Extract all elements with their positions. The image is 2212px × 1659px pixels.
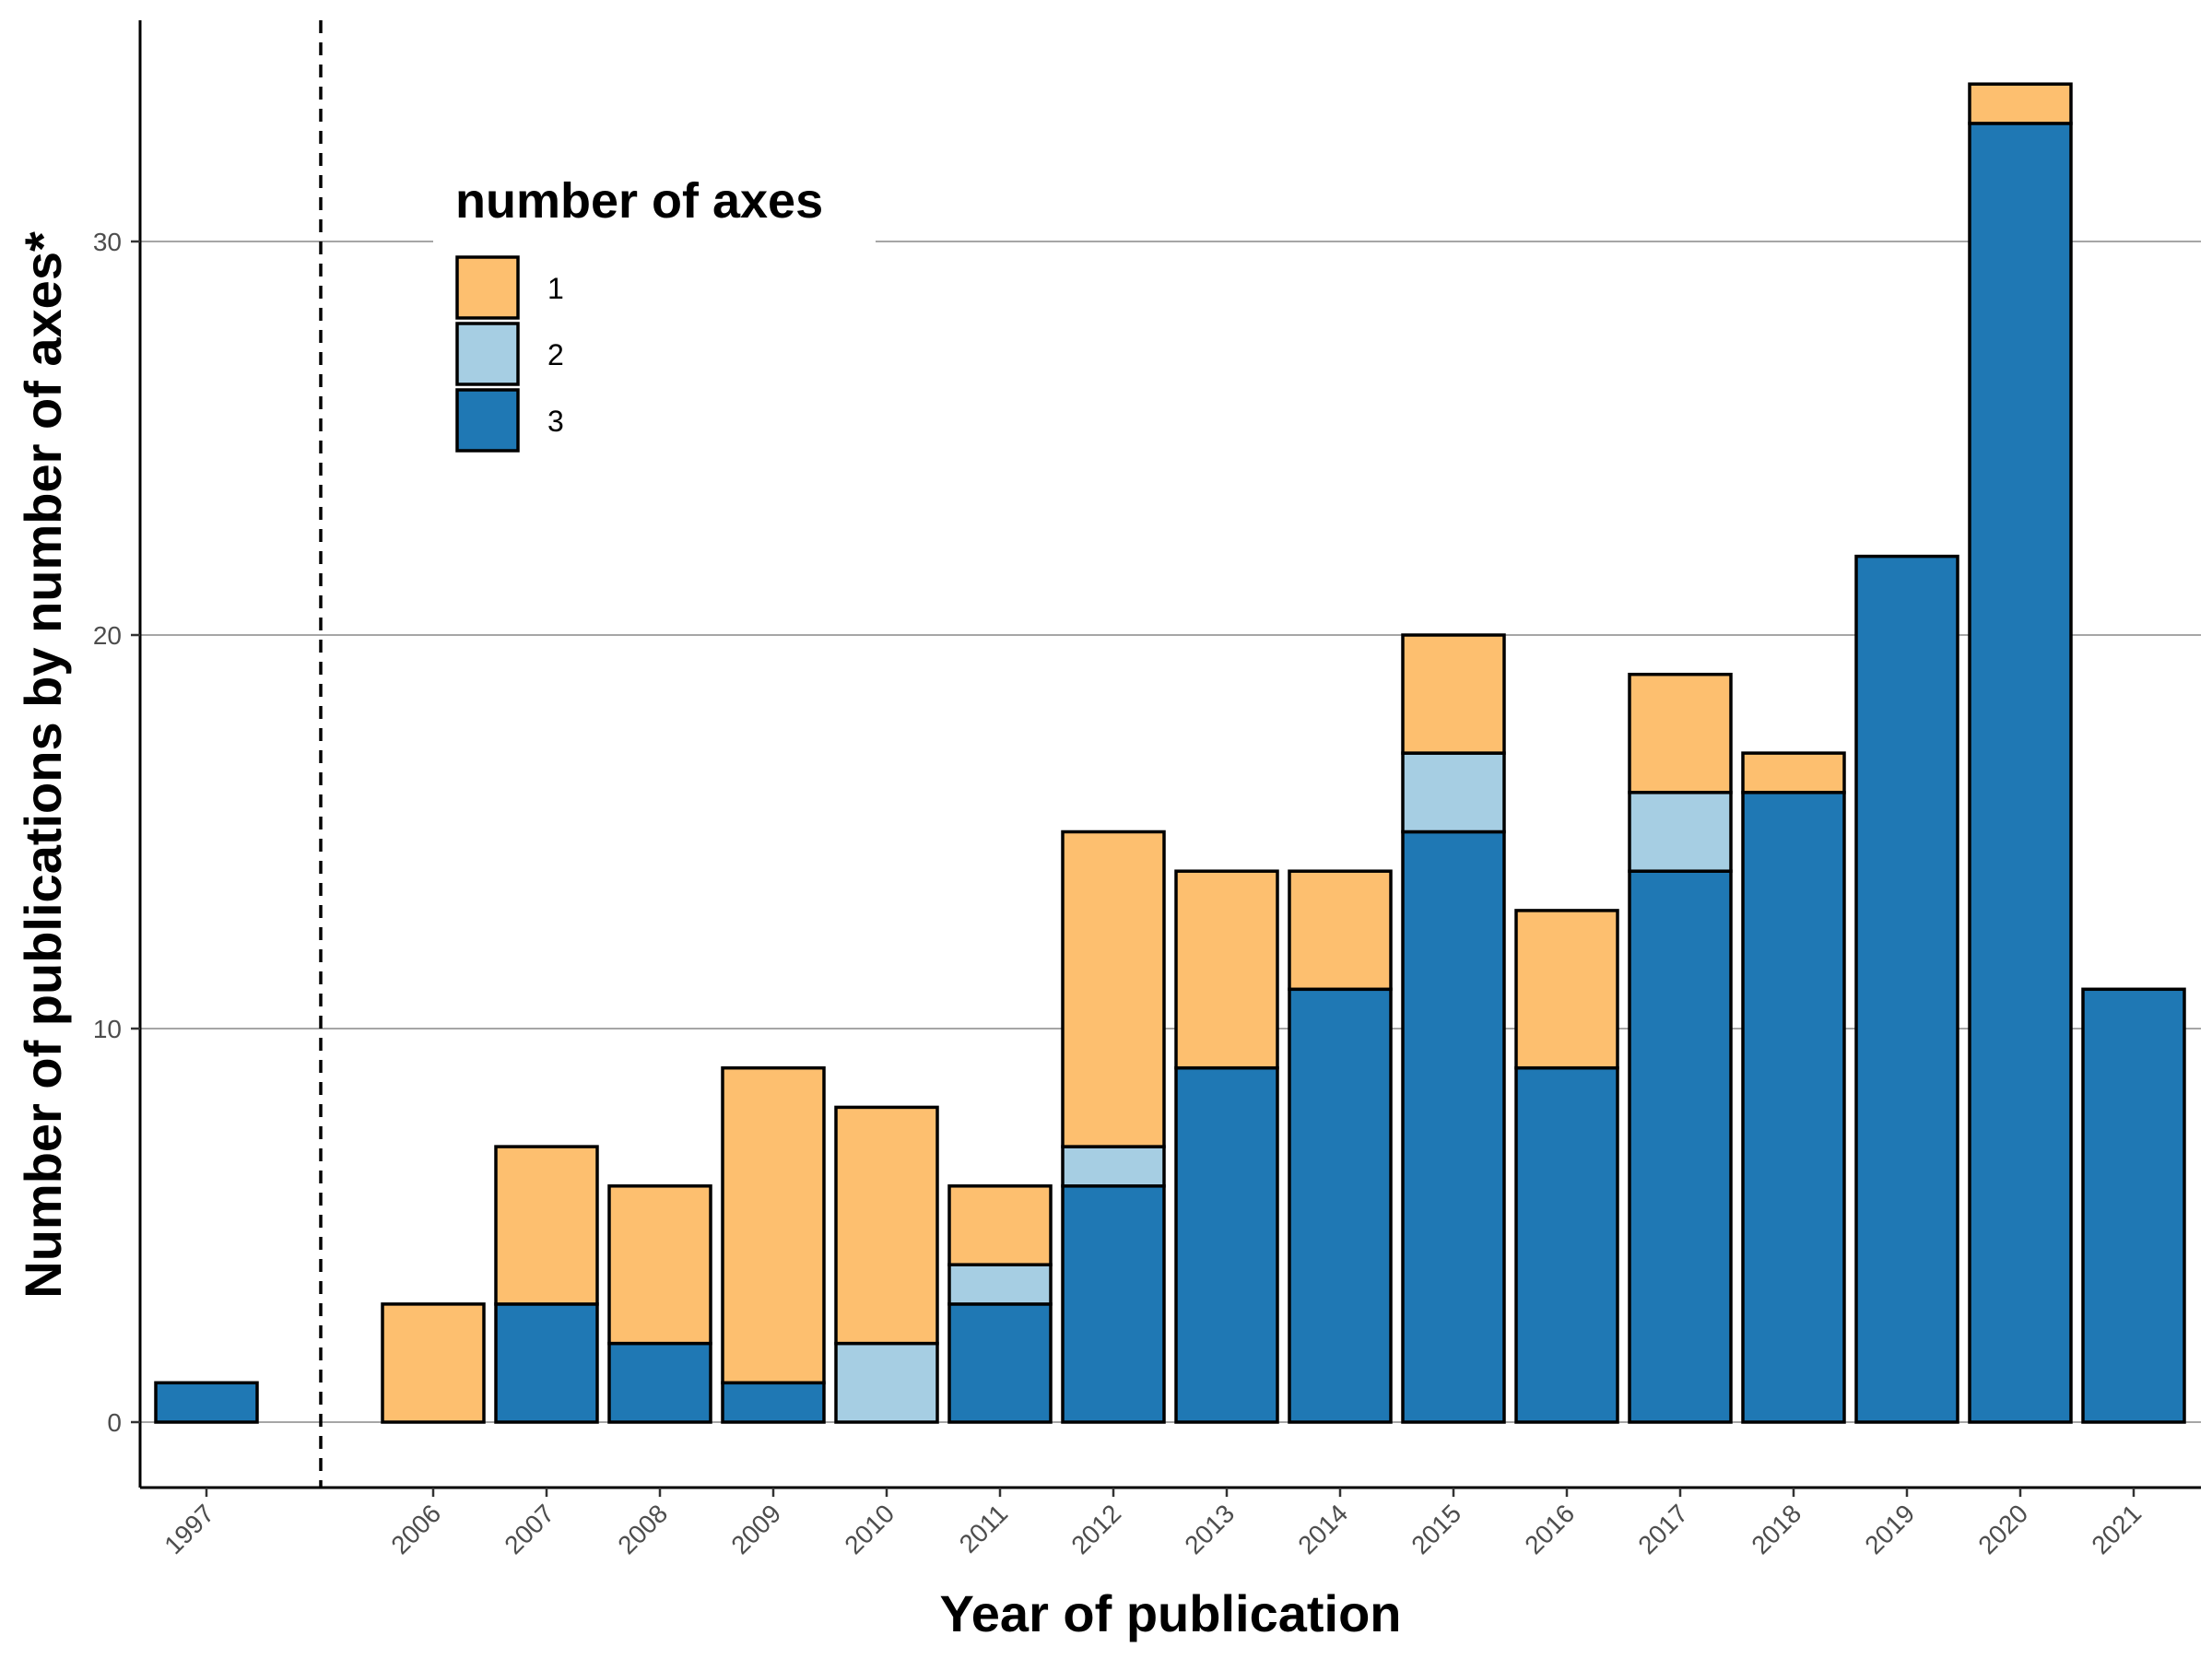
bar-2016-axes-1 [1514,909,1619,1070]
bar-2012-axes-1 [1061,830,1166,1148]
bar-2013-axes-1 [1174,869,1279,1070]
y-axis-title: Number of publications by number of axes… [14,231,72,1299]
bar-2017-axes-2 [1628,791,1733,873]
bar-2007-axes-3 [494,1302,599,1424]
bar-2009-axes-3 [721,1381,826,1424]
bar-2006-axes-1 [381,1302,486,1424]
x-tick-label-2019: 2019 [1859,1499,1920,1559]
bar-2019-axes-3 [1854,554,1959,1424]
x-tick-label-2008: 2008 [612,1499,673,1559]
bar-2015-axes-2 [1401,751,1506,834]
bar-2015-axes-1 [1401,633,1506,755]
legend-label-2: 2 [547,338,564,371]
x-tick-label-2007: 2007 [499,1499,559,1559]
y-tick-label-10: 10 [93,1015,122,1043]
legend-swatch-1 [455,255,520,320]
legend-label-1: 1 [547,272,564,305]
bar-2011-axes-2 [947,1263,1053,1306]
x-axis-title: Year of publication [940,1584,1402,1642]
bar-2017-axes-3 [1628,869,1733,1424]
x-tick-label-2018: 2018 [1746,1499,1806,1559]
legend-title: number of axes [455,173,823,229]
x-tick-label-2012: 2012 [1065,1499,1126,1559]
bar-2015-axes-3 [1401,830,1506,1424]
bar-2021-axes-3 [2081,987,2186,1424]
bar-2010-axes-2 [834,1341,939,1424]
bar-2010-axes-1 [834,1105,939,1346]
bar-2012-axes-2 [1061,1145,1166,1188]
x-tick-label-2006: 2006 [385,1499,446,1559]
x-tick-label-1997: 1997 [159,1499,219,1559]
x-tick-label-2016: 2016 [1519,1499,1580,1559]
y-axis-ticks: 0 10 20 30 [93,228,140,1437]
x-tick-label-2014: 2014 [1292,1499,1353,1559]
bar-2007-axes-1 [494,1145,599,1306]
bar-2020-axes-1 [1968,82,2073,125]
y-tick-label-0: 0 [107,1408,122,1437]
x-tick-label-2013: 2013 [1179,1499,1240,1559]
bar-2018-axes-3 [1741,791,1846,1424]
x-tick-label-2017: 2017 [1632,1499,1693,1559]
bar-2008-axes-3 [607,1341,712,1424]
bar-2014-axes-3 [1288,987,1393,1424]
bar-2014-axes-1 [1288,869,1393,992]
x-tick-label-2010: 2010 [839,1499,900,1559]
bar-2020-axes-3 [1968,122,2073,1424]
bar-2011-axes-1 [947,1184,1053,1266]
x-tick-label-2009: 2009 [725,1499,786,1559]
x-axis-ticks: 1997 2006 2007 2008 2009 2010 2011 2012 2013 2014… [159,1488,2147,1559]
x-tick-label-2015: 2015 [1406,1499,1466,1559]
legend-label-3: 3 [547,405,564,438]
legend-swatch-2 [455,322,520,386]
x-tick-label-2020: 2020 [1972,1499,2033,1559]
axes [138,20,2201,1489]
bars [154,82,2186,1424]
y-tick-label-20: 20 [93,621,122,650]
legend: number of axes 1 2 3 [433,166,876,470]
bar-2012-axes-3 [1061,1184,1166,1424]
bar-1997-axes-3 [154,1381,259,1424]
bar-2008-axes-1 [607,1184,712,1346]
bar-2018-axes-1 [1741,751,1846,794]
x-tick-label-2011: 2011 [954,1499,1014,1559]
bar-2016-axes-3 [1514,1065,1619,1424]
bar-2011-axes-3 [947,1302,1053,1424]
bar-2013-axes-3 [1174,1065,1279,1424]
y-tick-label-30: 30 [93,228,122,256]
bar-2017-axes-1 [1628,672,1733,794]
bar-2009-axes-1 [721,1065,826,1385]
x-tick-label-2021: 2021 [2086,1499,2147,1559]
legend-swatch-3 [455,388,520,453]
